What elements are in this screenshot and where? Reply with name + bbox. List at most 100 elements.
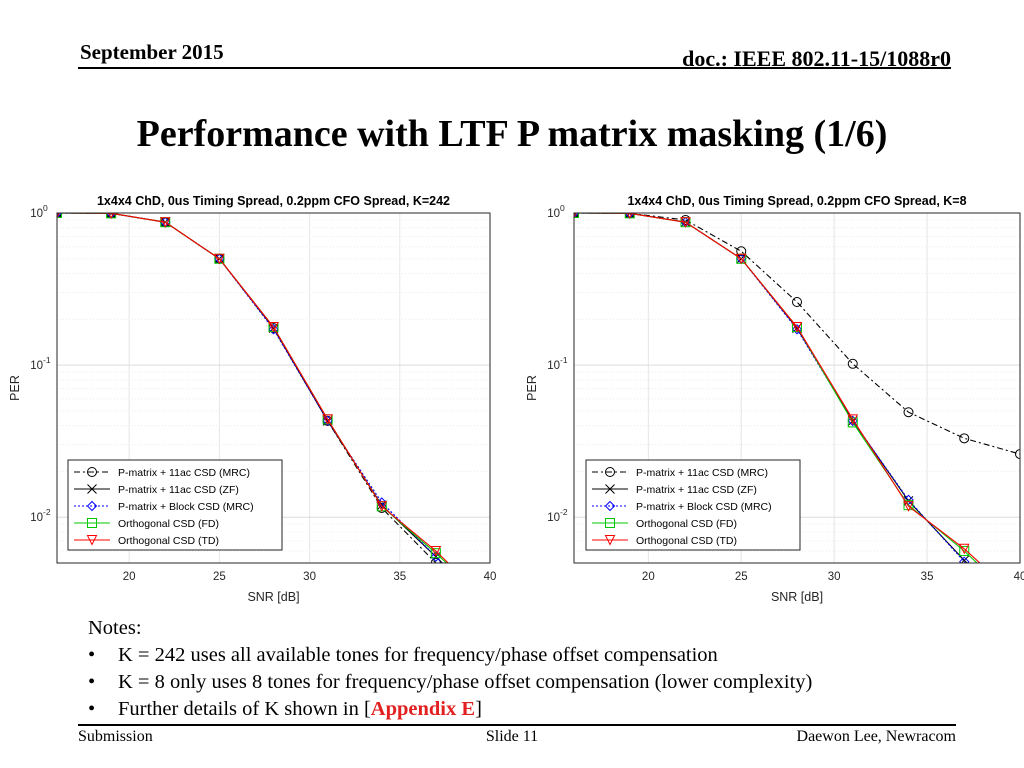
note-item-2: • K = 8 only uses 8 tones for frequency/p…	[88, 669, 812, 696]
marker-triangle	[430, 545, 442, 557]
series-line	[574, 213, 981, 563]
x-tick-label: 25	[735, 571, 748, 583]
appendix-link[interactable]: Appendix E	[370, 698, 476, 720]
marker-triangle	[159, 217, 171, 228]
marker-circle	[736, 246, 747, 257]
marker-circle	[430, 558, 441, 563]
slide-title: Performance with LTF P matrix masking (1…	[136, 113, 888, 155]
x-tick-label: 30	[303, 571, 316, 583]
marker-diamond	[322, 415, 333, 427]
chart-title: 1x4x4 ChD, 0us Timing Spread, 0.2ppm CFO…	[627, 194, 966, 208]
notes-heading: Notes:	[88, 617, 142, 639]
legend-label: P-matrix + 11ac CSD (MRC)	[636, 467, 768, 479]
series-line	[574, 213, 1020, 455]
y-tick-exponent: -1	[43, 355, 51, 365]
marker-triangle	[791, 322, 803, 333]
marker-triangle	[604, 535, 616, 546]
marker-circle	[87, 467, 97, 477]
marker-triangle	[214, 253, 225, 265]
legend-label: P-matrix + 11ac CSD (MRC)	[118, 467, 250, 479]
note-item-1: • K = 242 uses all available tones for fr…	[88, 642, 812, 669]
marker-circle	[959, 433, 970, 444]
legend-label: Orthogonal CSD (TD)	[118, 535, 219, 547]
legend-label: Orthogonal CSD (FD)	[636, 518, 737, 530]
marker-square	[430, 548, 441, 559]
marker-x	[574, 213, 579, 218]
marker-triangle	[903, 501, 914, 512]
note-text-suffix: ]	[475, 698, 482, 720]
marker-triangle	[268, 322, 279, 333]
note-text: K = 242 uses all available tones for fre…	[118, 644, 718, 666]
y-axis-label: PER	[525, 375, 539, 401]
marker-diamond	[604, 500, 616, 512]
y-tick-label: 10	[547, 360, 560, 372]
axes-box	[573, 212, 1021, 564]
marker-triangle	[86, 535, 98, 546]
footer-author: Daewon Lee, Newracom	[796, 728, 956, 745]
y-tick-label: 10	[30, 360, 43, 372]
marker-square	[605, 518, 615, 528]
legend: P-matrix + 11ac CSD (MRC) P-matrix + 11ac…	[67, 459, 283, 551]
marker-diamond	[268, 324, 279, 335]
footer-slide-number: Slide 11	[485, 728, 539, 745]
x-tick-label: 35	[921, 571, 934, 583]
marker-circle	[605, 467, 615, 477]
marker-triangle	[322, 414, 333, 425]
marker-square	[959, 545, 970, 556]
series-layer	[57, 213, 450, 563]
y-tick-exponent: 0	[560, 203, 565, 213]
series-line	[574, 213, 967, 563]
y-tick-exponent: -2	[43, 507, 51, 517]
chart-k8: 20 25 30 35 40 10 0 10 -1 10 -2 1x4x4 ChD, 0us Timi…	[512, 190, 1024, 610]
marker-diamond	[959, 556, 970, 563]
notes: Notes: • K = 242 uses all available tones…	[88, 615, 812, 723]
footer-submission: Submission	[78, 728, 153, 745]
marker-x	[87, 484, 97, 494]
y-axis-label: PER	[8, 375, 22, 401]
note-text: K = 8 only uses 8 tones for frequency/ph…	[118, 671, 813, 693]
marker-circle	[1015, 449, 1020, 460]
bullet-icon: •	[88, 698, 96, 720]
legend-label: P-matrix + 11ac CSD (ZF)	[118, 484, 239, 496]
marker-triangle	[376, 501, 388, 512]
x-axis-label: SNR [dB]	[771, 590, 823, 604]
y-tick-exponent: -2	[560, 507, 568, 517]
marker-square	[847, 417, 858, 428]
y-tick-exponent: -1	[560, 355, 568, 365]
y-tick-label: 10	[30, 208, 43, 220]
x-tick-label: 20	[642, 571, 655, 583]
legend-label: P-matrix + Block CSD (MRC)	[118, 501, 254, 513]
x-tick-label: 40	[1014, 571, 1024, 583]
marker-triangle	[680, 217, 691, 228]
chart-k242: 20 25 30 35 40 10 0 10 -1 10 -2 1x4x4 ChD, 0us Timi…	[0, 190, 512, 610]
footer-divider	[78, 724, 956, 726]
legend-label: P-matrix + 11ac CSD (ZF)	[636, 484, 757, 496]
x-tick-label: 35	[393, 571, 406, 583]
note-item-3: • Further details of K shown in [Appendix…	[88, 696, 812, 723]
header-divider	[78, 67, 951, 69]
x-tick-label: 25	[213, 571, 226, 583]
y-tick-exponent: 0	[43, 203, 48, 213]
legend: P-matrix + 11ac CSD (MRC) P-matrix + 11ac…	[585, 459, 801, 551]
x-tick-label: 20	[123, 571, 136, 583]
marker-diamond	[847, 415, 858, 427]
marker-triangle	[735, 253, 747, 265]
legend-label: P-matrix + Block CSD (MRC)	[636, 501, 772, 513]
bullet-icon: •	[88, 644, 96, 666]
legend-label: Orthogonal CSD (TD)	[636, 535, 737, 547]
marker-triangle	[847, 414, 859, 425]
marker-triangle	[958, 543, 970, 555]
legend-box	[585, 459, 801, 551]
header-date: September 2015	[80, 40, 224, 64]
y-tick-label: 10	[30, 512, 43, 524]
header-doc-id: doc.: IEEE 802.11-15/1088r0	[682, 46, 951, 71]
x-tick-label: 30	[828, 571, 841, 583]
notes-list: • K = 242 uses all available tones for fr…	[88, 642, 812, 723]
marker-x	[959, 555, 970, 563]
y-tick-label: 10	[547, 512, 560, 524]
marker-circle	[847, 358, 858, 369]
axes-box	[56, 212, 491, 564]
legend-box	[67, 459, 283, 551]
